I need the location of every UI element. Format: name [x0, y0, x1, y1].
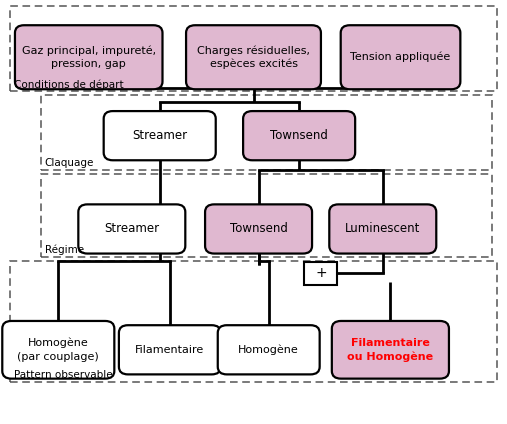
Text: Filamentaire: Filamentaire — [135, 345, 204, 355]
Text: Streamer: Streamer — [104, 223, 159, 235]
Bar — [41, 174, 492, 257]
Text: Charges résiduelles,
espèces excités: Charges résiduelles, espèces excités — [197, 45, 310, 70]
FancyBboxPatch shape — [119, 325, 221, 374]
Text: Gaz principal, impureté,
pression, gap: Gaz principal, impureté, pression, gap — [22, 45, 156, 69]
Bar — [41, 95, 492, 170]
FancyBboxPatch shape — [218, 325, 320, 374]
Text: Townsend: Townsend — [270, 129, 328, 142]
FancyBboxPatch shape — [332, 321, 449, 379]
FancyBboxPatch shape — [243, 111, 355, 160]
Bar — [10, 6, 497, 91]
Text: Homogène: Homogène — [238, 345, 299, 355]
Text: Conditions de départ: Conditions de départ — [14, 79, 124, 90]
Bar — [10, 261, 497, 382]
Text: Townsend: Townsend — [230, 223, 287, 235]
Text: Régime: Régime — [45, 245, 84, 255]
FancyBboxPatch shape — [205, 204, 312, 254]
FancyBboxPatch shape — [330, 204, 436, 254]
FancyBboxPatch shape — [341, 25, 460, 89]
FancyBboxPatch shape — [304, 262, 338, 285]
FancyBboxPatch shape — [79, 204, 186, 254]
Text: +: + — [315, 266, 327, 281]
Text: Filamentaire
ou Homogène: Filamentaire ou Homogène — [347, 338, 433, 362]
FancyBboxPatch shape — [3, 321, 115, 379]
Text: Claquage: Claquage — [45, 158, 94, 168]
FancyBboxPatch shape — [186, 25, 321, 89]
Text: Luminescent: Luminescent — [345, 223, 420, 235]
FancyBboxPatch shape — [15, 25, 162, 89]
Text: Pattern observable: Pattern observable — [14, 370, 113, 380]
Text: Streamer: Streamer — [132, 129, 187, 142]
FancyBboxPatch shape — [104, 111, 216, 160]
Text: Homogène
(par couplage): Homogène (par couplage) — [17, 338, 99, 362]
Text: Tension appliquée: Tension appliquée — [350, 52, 451, 62]
